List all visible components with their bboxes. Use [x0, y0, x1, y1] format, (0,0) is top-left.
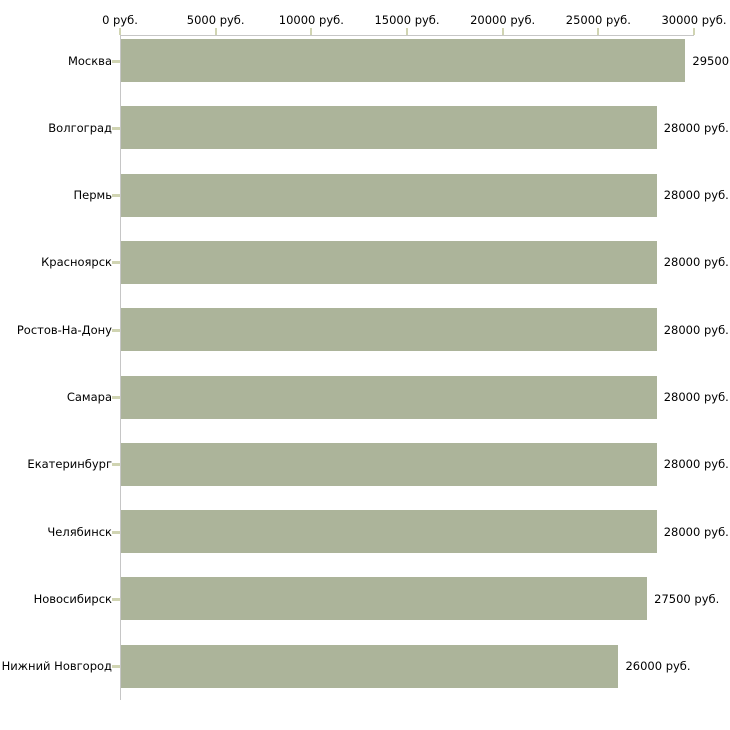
category-label: Волгоград [48, 120, 112, 135]
bar [121, 240, 657, 284]
x-axis-tick-label: 10000 руб. [278, 13, 344, 27]
bar-value-label: 28000 руб. [663, 322, 729, 337]
category-tick-mark [112, 328, 120, 332]
category-label: Ростов-На-Дону [16, 322, 112, 337]
bar [121, 510, 657, 554]
bar [121, 644, 619, 688]
x-axis-tick-mark [597, 28, 600, 35]
category-label: Нижний Новгород [1, 659, 112, 674]
bar-value-label: 27500 руб. [654, 591, 720, 606]
x-axis-tick-label: 0 руб. [102, 13, 138, 27]
bar [121, 173, 657, 217]
bar-value-label: 26000 руб. [625, 659, 691, 674]
bar-value-label: 29500 [692, 53, 730, 68]
x-axis-tick-mark [214, 28, 217, 35]
bar-value-label: 28000 руб. [663, 120, 729, 135]
category-tick-mark [112, 126, 120, 130]
category-label: Красноярск [41, 255, 112, 270]
x-axis-tick-mark [310, 28, 313, 35]
category-label: Новосибирск [33, 591, 112, 606]
bar-value-label: 28000 руб. [663, 524, 729, 539]
x-axis-tick-mark [406, 28, 408, 35]
category-label: Самара [66, 390, 112, 404]
x-axis-tick-label: 20000 руб. [470, 13, 536, 27]
category-label: Екатеринбург [27, 457, 112, 472]
bar [121, 442, 657, 486]
x-axis-tick-label: 25000 руб. [565, 13, 631, 27]
category-tick-mark [112, 597, 120, 601]
x-axis-tick-label: 15000 руб. [374, 13, 440, 27]
category-label: Челябинск [47, 524, 112, 539]
bar-value-label: 28000 руб. [663, 390, 729, 404]
category-tick-mark [112, 665, 120, 669]
category-tick-mark [112, 530, 120, 534]
x-axis-tick-label: 30000 руб. [661, 13, 727, 27]
category-tick-mark [112, 59, 120, 63]
category-tick-mark [112, 396, 120, 399]
x-axis-tick-mark [119, 28, 121, 35]
x-axis-line [120, 35, 694, 36]
category-tick-mark [112, 261, 120, 265]
bar-value-label: 28000 руб. [663, 457, 729, 472]
category-tick-mark [112, 463, 120, 467]
y-axis-line [120, 35, 121, 700]
category-label: Москва [67, 53, 112, 68]
category-label: Пермь [73, 188, 112, 203]
bar [121, 106, 657, 150]
bar [121, 39, 686, 82]
bar [121, 375, 657, 419]
bar-value-label: 28000 руб. [663, 188, 729, 203]
x-axis-tick-mark [693, 28, 695, 35]
x-axis-tick-mark [501, 28, 504, 35]
bar-value-label: 28000 руб. [663, 255, 729, 270]
category-tick-mark [112, 194, 120, 198]
x-axis-tick-label: 5000 руб. [186, 13, 245, 27]
bar [121, 308, 657, 352]
bar [121, 577, 648, 621]
